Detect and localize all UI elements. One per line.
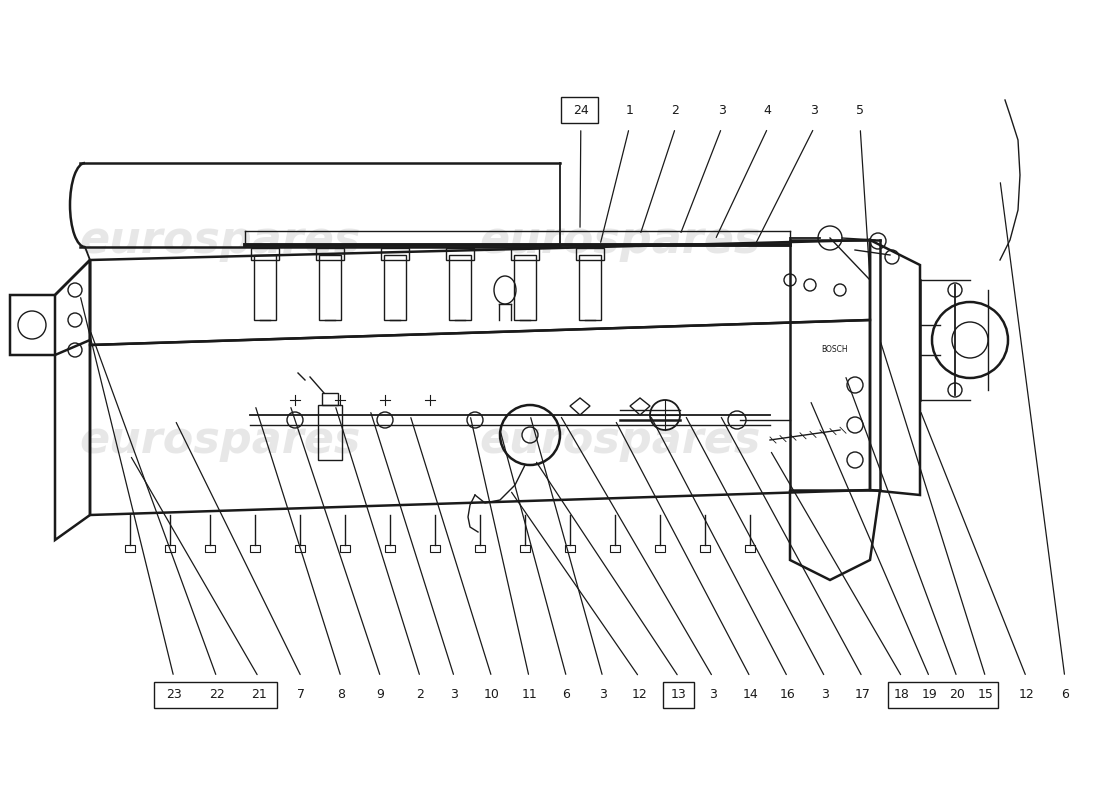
- Text: eurospares: eurospares: [79, 218, 361, 262]
- Bar: [654, 545, 666, 552]
- Text: 17: 17: [855, 689, 870, 702]
- Bar: [561, 97, 598, 123]
- Text: 2: 2: [416, 689, 425, 702]
- Text: 19: 19: [922, 689, 937, 702]
- Bar: [576, 248, 604, 260]
- Text: eurospares: eurospares: [480, 418, 761, 462]
- Bar: [512, 248, 539, 260]
- Text: 18: 18: [894, 689, 910, 702]
- Bar: [745, 545, 755, 552]
- Bar: [700, 545, 710, 552]
- Bar: [663, 682, 694, 708]
- Bar: [154, 682, 277, 708]
- Text: 24: 24: [573, 103, 588, 117]
- Text: 8: 8: [337, 689, 345, 702]
- Bar: [381, 248, 409, 260]
- Bar: [340, 545, 350, 552]
- Text: 7: 7: [297, 689, 306, 702]
- Bar: [385, 545, 395, 552]
- Text: 20: 20: [949, 689, 965, 702]
- Text: 4: 4: [763, 103, 772, 117]
- Bar: [322, 393, 338, 405]
- Bar: [316, 248, 344, 260]
- Bar: [318, 405, 342, 460]
- Bar: [295, 545, 305, 552]
- Bar: [205, 545, 214, 552]
- Bar: [475, 545, 485, 552]
- Bar: [514, 255, 536, 320]
- Text: 9: 9: [376, 689, 385, 702]
- Bar: [449, 255, 471, 320]
- Bar: [165, 545, 175, 552]
- Text: 12: 12: [1019, 689, 1034, 702]
- Text: eurospares: eurospares: [79, 418, 361, 462]
- Text: 10: 10: [484, 689, 499, 702]
- Text: 3: 3: [810, 103, 818, 117]
- Text: 6: 6: [1060, 689, 1069, 702]
- Text: BOSCH: BOSCH: [822, 346, 848, 354]
- Bar: [319, 255, 341, 320]
- Bar: [125, 545, 135, 552]
- Bar: [250, 545, 260, 552]
- Text: 3: 3: [821, 689, 829, 702]
- Text: 15: 15: [978, 689, 993, 702]
- Bar: [446, 248, 474, 260]
- Text: 21: 21: [251, 689, 266, 702]
- Bar: [610, 545, 620, 552]
- Text: 1: 1: [625, 103, 634, 117]
- Text: 14: 14: [742, 689, 758, 702]
- Text: 23: 23: [166, 689, 182, 702]
- Bar: [888, 682, 998, 708]
- Text: 3: 3: [450, 689, 459, 702]
- Text: 6: 6: [562, 689, 571, 702]
- Text: 11: 11: [521, 689, 537, 702]
- Bar: [565, 545, 575, 552]
- Text: 22: 22: [209, 689, 224, 702]
- Text: 16: 16: [780, 689, 795, 702]
- Text: 3: 3: [708, 689, 717, 702]
- Bar: [430, 545, 440, 552]
- Bar: [254, 255, 276, 320]
- Bar: [520, 545, 530, 552]
- Text: 3: 3: [598, 689, 607, 702]
- Bar: [579, 255, 601, 320]
- Bar: [384, 255, 406, 320]
- Text: 2: 2: [671, 103, 680, 117]
- Text: 12: 12: [631, 689, 647, 702]
- Text: eurospares: eurospares: [480, 218, 761, 262]
- Text: 3: 3: [717, 103, 726, 117]
- Text: 13: 13: [671, 689, 686, 702]
- Text: 5: 5: [856, 103, 865, 117]
- Bar: [251, 248, 279, 260]
